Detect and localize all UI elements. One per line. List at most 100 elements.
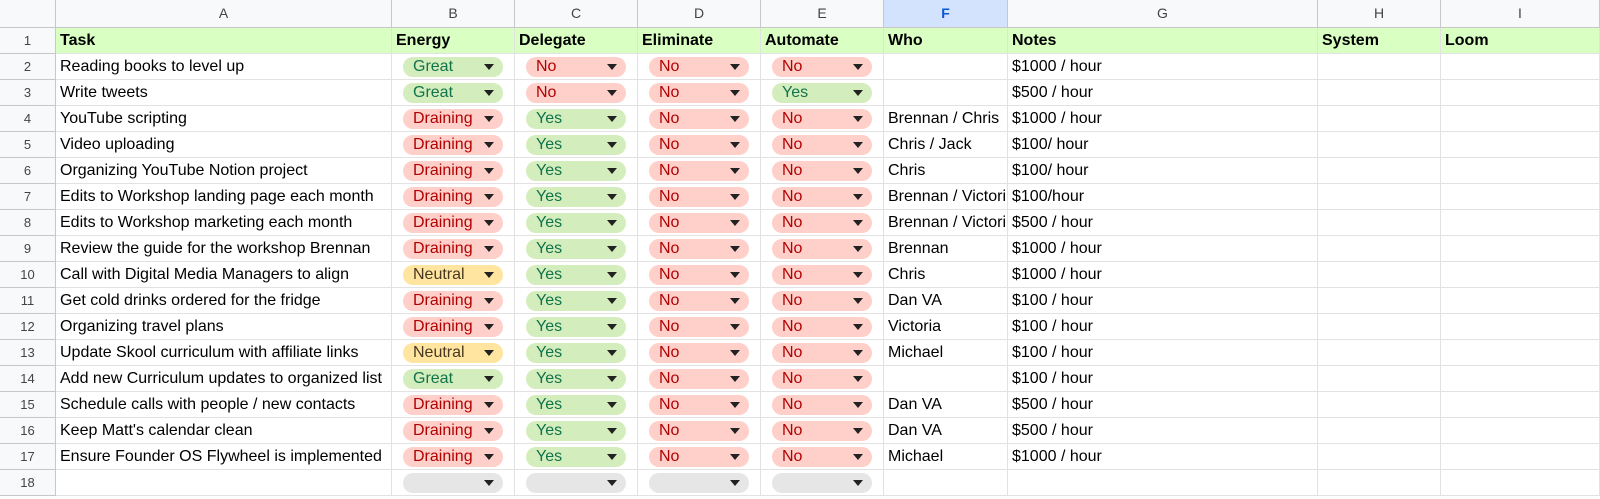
who-cell[interactable]: Dan VA [884, 418, 1008, 444]
row-number[interactable]: 18 [0, 470, 56, 496]
task-cell[interactable]: Video uploading [56, 132, 392, 158]
delegate-dropdown-chip[interactable]: Yes [526, 109, 626, 129]
system-cell[interactable] [1318, 340, 1441, 366]
task-cell[interactable] [56, 470, 392, 496]
automate-dropdown-chip[interactable]: No [772, 317, 872, 337]
row-number[interactable]: 13 [0, 340, 56, 366]
loom-cell[interactable] [1441, 262, 1600, 288]
energy-dropdown-chip[interactable]: Great [403, 57, 503, 77]
header-eliminate[interactable]: Eliminate [638, 28, 761, 54]
loom-cell[interactable] [1441, 80, 1600, 106]
system-cell[interactable] [1318, 184, 1441, 210]
delegate-dropdown-chip[interactable]: Yes [526, 239, 626, 259]
energy-dropdown-chip[interactable]: Draining [403, 213, 503, 233]
loom-cell[interactable] [1441, 418, 1600, 444]
who-cell[interactable]: Dan VA [884, 392, 1008, 418]
task-cell[interactable]: Reading books to level up [56, 54, 392, 80]
row-number[interactable]: 15 [0, 392, 56, 418]
eliminate-dropdown-chip[interactable]: No [649, 421, 749, 441]
eliminate-dropdown-chip[interactable]: No [649, 343, 749, 363]
column-header-f[interactable]: F [884, 0, 1008, 28]
notes-cell[interactable]: $100 / hour [1008, 340, 1318, 366]
loom-cell[interactable] [1441, 106, 1600, 132]
system-cell[interactable] [1318, 288, 1441, 314]
system-cell[interactable] [1318, 470, 1441, 496]
who-cell[interactable]: Victoria [884, 314, 1008, 340]
column-header-g[interactable]: G [1008, 0, 1318, 28]
header-energy[interactable]: Energy [392, 28, 515, 54]
row-number[interactable]: 6 [0, 158, 56, 184]
task-cell[interactable]: Schedule calls with people / new contact… [56, 392, 392, 418]
loom-cell[interactable] [1441, 340, 1600, 366]
notes-cell[interactable]: $1000 / hour [1008, 236, 1318, 262]
notes-cell[interactable]: $100/hour [1008, 184, 1318, 210]
loom-cell[interactable] [1441, 392, 1600, 418]
energy-dropdown-chip[interactable] [403, 473, 503, 493]
eliminate-dropdown-chip[interactable]: No [649, 395, 749, 415]
who-cell[interactable] [884, 80, 1008, 106]
notes-cell[interactable]: $100/ hour [1008, 132, 1318, 158]
who-cell[interactable]: Brennan / Victori [884, 184, 1008, 210]
column-header-a[interactable]: A [56, 0, 392, 28]
eliminate-dropdown-chip[interactable]: No [649, 291, 749, 311]
energy-dropdown-chip[interactable]: Draining [403, 395, 503, 415]
column-header-i[interactable]: I [1441, 0, 1600, 28]
row-number[interactable]: 12 [0, 314, 56, 340]
system-cell[interactable] [1318, 80, 1441, 106]
notes-cell[interactable]: $1000 / hour [1008, 54, 1318, 80]
energy-dropdown-chip[interactable]: Draining [403, 109, 503, 129]
notes-cell[interactable]: $100 / hour [1008, 314, 1318, 340]
notes-cell[interactable]: $1000 / hour [1008, 444, 1318, 470]
eliminate-dropdown-chip[interactable]: No [649, 109, 749, 129]
loom-cell[interactable] [1441, 314, 1600, 340]
automate-dropdown-chip[interactable]: No [772, 135, 872, 155]
row-number[interactable]: 14 [0, 366, 56, 392]
system-cell[interactable] [1318, 236, 1441, 262]
task-cell[interactable]: Call with Digital Media Managers to alig… [56, 262, 392, 288]
system-cell[interactable] [1318, 314, 1441, 340]
energy-dropdown-chip[interactable]: Great [403, 83, 503, 103]
automate-dropdown-chip[interactable] [772, 473, 872, 493]
who-cell[interactable]: Michael [884, 444, 1008, 470]
task-cell[interactable]: Get cold drinks ordered for the fridge [56, 288, 392, 314]
header-task[interactable]: Task [56, 28, 392, 54]
loom-cell[interactable] [1441, 210, 1600, 236]
loom-cell[interactable] [1441, 158, 1600, 184]
header-automate[interactable]: Automate [761, 28, 884, 54]
loom-cell[interactable] [1441, 132, 1600, 158]
system-cell[interactable] [1318, 392, 1441, 418]
energy-dropdown-chip[interactable]: Draining [403, 187, 503, 207]
who-cell[interactable] [884, 54, 1008, 80]
system-cell[interactable] [1318, 210, 1441, 236]
automate-dropdown-chip[interactable]: No [772, 343, 872, 363]
loom-cell[interactable] [1441, 184, 1600, 210]
energy-dropdown-chip[interactable]: Draining [403, 291, 503, 311]
header-delegate[interactable]: Delegate [515, 28, 638, 54]
header-system[interactable]: System [1318, 28, 1441, 54]
row-number[interactable]: 2 [0, 54, 56, 80]
eliminate-dropdown-chip[interactable]: No [649, 135, 749, 155]
delegate-dropdown-chip[interactable]: No [526, 57, 626, 77]
notes-cell[interactable]: $500 / hour [1008, 392, 1318, 418]
automate-dropdown-chip[interactable]: No [772, 447, 872, 467]
row-number[interactable]: 8 [0, 210, 56, 236]
task-cell[interactable]: Edits to Workshop landing page each mont… [56, 184, 392, 210]
delegate-dropdown-chip[interactable]: Yes [526, 135, 626, 155]
energy-dropdown-chip[interactable]: Draining [403, 317, 503, 337]
notes-cell[interactable]: $100 / hour [1008, 366, 1318, 392]
automate-dropdown-chip[interactable]: No [772, 265, 872, 285]
task-cell[interactable]: YouTube scripting [56, 106, 392, 132]
notes-cell[interactable]: $100 / hour [1008, 288, 1318, 314]
loom-cell[interactable] [1441, 236, 1600, 262]
delegate-dropdown-chip[interactable]: Yes [526, 161, 626, 181]
energy-dropdown-chip[interactable]: Draining [403, 161, 503, 181]
loom-cell[interactable] [1441, 288, 1600, 314]
who-cell[interactable]: Dan VA [884, 288, 1008, 314]
delegate-dropdown-chip[interactable]: Yes [526, 291, 626, 311]
column-header-e[interactable]: E [761, 0, 884, 28]
automate-dropdown-chip[interactable]: No [772, 213, 872, 233]
system-cell[interactable] [1318, 366, 1441, 392]
column-header-h[interactable]: H [1318, 0, 1441, 28]
energy-dropdown-chip[interactable]: Neutral [403, 265, 503, 285]
delegate-dropdown-chip[interactable]: Yes [526, 343, 626, 363]
